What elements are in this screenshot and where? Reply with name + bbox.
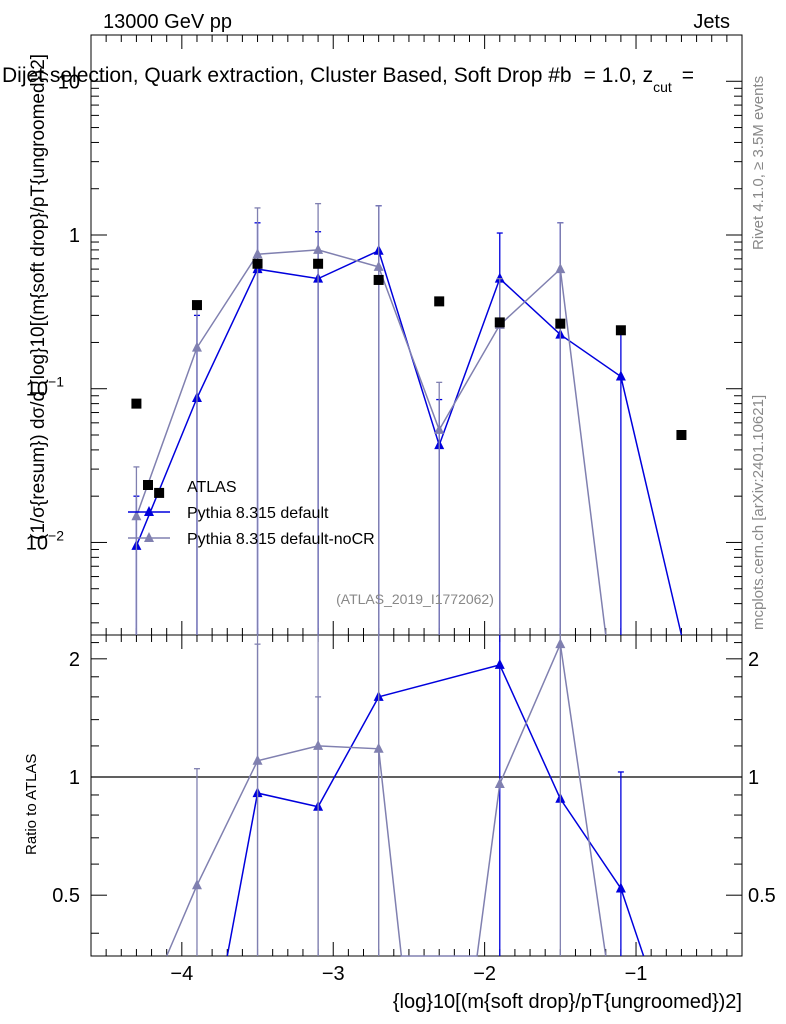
data-point-default <box>615 370 626 381</box>
legend-nocr-label: Pythia 8.315 default-noCR <box>187 531 375 548</box>
ratio-y-axis-label: Ratio to ATLAS <box>23 754 40 855</box>
data-point-atlas <box>615 325 626 336</box>
legend-default-marker <box>144 506 154 516</box>
legend-atlas-label: ATLAS <box>187 479 237 496</box>
rivet-label: Rivet 4.1.0, ≥ 3.5M events <box>750 76 767 250</box>
data-point-atlas <box>373 274 384 285</box>
ratio-y-tick-label-right: 1 <box>748 767 759 789</box>
x-tick-label: −4 <box>170 963 193 985</box>
data-point-atlas <box>191 300 202 311</box>
mcplots-label: mcplots.cern.ch [arXiv:2401.10621] <box>750 395 767 630</box>
data-point-nocr <box>373 260 384 271</box>
main-y-axis-label: (1/σ{resum}) dσ/d {log}10[(m{soft drop}/… <box>28 54 49 540</box>
series-line-nocr <box>135 249 607 636</box>
data-point-atlas <box>131 398 142 409</box>
legend-atlas-marker <box>143 480 153 490</box>
selection-title: Dijet selection, Quark extraction, Clust… <box>2 64 694 95</box>
data-point-nocr <box>191 341 202 352</box>
x-axis-label: {log}10[(m{soft drop}/pT{ungroomed})2] <box>393 991 742 1013</box>
analysis-id: (ATLAS_2019_I1772062) <box>336 591 494 607</box>
y-tick-label: 1 <box>69 225 80 247</box>
data-point-nocr <box>313 243 324 254</box>
series-line-default <box>135 249 683 636</box>
data-point-atlas <box>494 317 505 328</box>
ratio-line-default <box>226 664 645 957</box>
data-point-nocr <box>555 263 566 274</box>
data-point-atlas <box>252 258 263 269</box>
data-point-nocr <box>434 423 445 434</box>
ratio-y-tick-label: 2 <box>69 649 80 671</box>
ratio-point-default <box>615 882 626 893</box>
x-tick-label: −1 <box>625 963 648 985</box>
data-point-atlas <box>555 318 566 329</box>
ratio-point-nocr <box>494 777 505 788</box>
data-point-nocr <box>252 248 263 259</box>
y-tick-label: 10 <box>58 71 80 93</box>
x-tick-label: −2 <box>473 963 496 985</box>
ratio-y-tick-label: 0.5 <box>52 885 80 907</box>
data-point-default <box>494 272 505 283</box>
ratio-plot-frame <box>90 634 743 957</box>
ratio-y-tick-label-right: 0.5 <box>748 885 776 907</box>
legend-nocr-marker <box>144 532 154 542</box>
data-group <box>131 202 687 957</box>
legend: ATLAS Pythia 8.315 default Pythia 8.315 … <box>128 479 375 548</box>
ratio-point-nocr <box>191 879 202 890</box>
ratio-point-default <box>494 658 505 669</box>
data-point-atlas <box>676 430 687 440</box>
process-label: Jets <box>693 11 730 33</box>
data-point-atlas <box>154 487 165 498</box>
legend-default-label: Pythia 8.315 default <box>187 505 329 522</box>
x-tick-label: −3 <box>322 963 345 985</box>
ratio-y-tick-label: 1 <box>69 767 80 789</box>
ratio-point-nocr <box>555 638 566 649</box>
data-point-nocr <box>131 510 142 521</box>
ratio-y-tick-label-right: 2 <box>748 649 759 671</box>
ratio-line-nocr <box>166 641 607 957</box>
data-point-atlas <box>313 258 324 269</box>
data-point-atlas <box>434 296 445 307</box>
energy-label: 13000 GeV pp <box>103 11 232 33</box>
